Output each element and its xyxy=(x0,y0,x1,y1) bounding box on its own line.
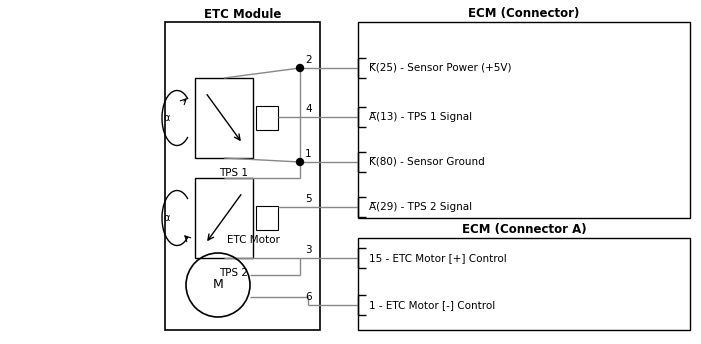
Text: A̅(29) - TPS 2 Signal: A̅(29) - TPS 2 Signal xyxy=(369,202,472,212)
Text: 3: 3 xyxy=(305,245,312,255)
Bar xyxy=(358,22,690,218)
Text: TPS 2: TPS 2 xyxy=(219,268,248,278)
Text: ECM (Connector): ECM (Connector) xyxy=(468,7,580,20)
Text: 2: 2 xyxy=(305,55,312,65)
Text: TPS 1: TPS 1 xyxy=(219,168,248,178)
Text: ECM (Connector A): ECM (Connector A) xyxy=(462,223,586,236)
Bar xyxy=(195,78,253,158)
Bar xyxy=(165,22,320,330)
Bar xyxy=(256,106,278,130)
Text: ETC Motor: ETC Motor xyxy=(226,235,280,245)
Circle shape xyxy=(297,159,304,165)
Text: K̅(80) - Sensor Ground: K̅(80) - Sensor Ground xyxy=(369,157,485,167)
Text: 5: 5 xyxy=(305,194,312,204)
Text: K̅(25) - Sensor Power (+5V): K̅(25) - Sensor Power (+5V) xyxy=(369,63,512,73)
Circle shape xyxy=(297,65,304,72)
Bar xyxy=(256,206,278,230)
Text: 15 - ETC Motor [+] Control: 15 - ETC Motor [+] Control xyxy=(369,253,507,263)
Text: M: M xyxy=(212,279,224,291)
Text: 1 - ETC Motor [-] Control: 1 - ETC Motor [-] Control xyxy=(369,300,495,310)
Text: α: α xyxy=(164,213,170,223)
Text: 6: 6 xyxy=(305,292,312,302)
Text: ETC Module: ETC Module xyxy=(204,8,281,21)
Bar xyxy=(195,178,253,258)
Text: 4: 4 xyxy=(305,104,312,114)
Text: 1: 1 xyxy=(305,149,312,159)
Text: A̅(13) - TPS 1 Signal: A̅(13) - TPS 1 Signal xyxy=(369,112,472,122)
Text: α: α xyxy=(164,113,170,123)
Bar xyxy=(358,238,690,330)
